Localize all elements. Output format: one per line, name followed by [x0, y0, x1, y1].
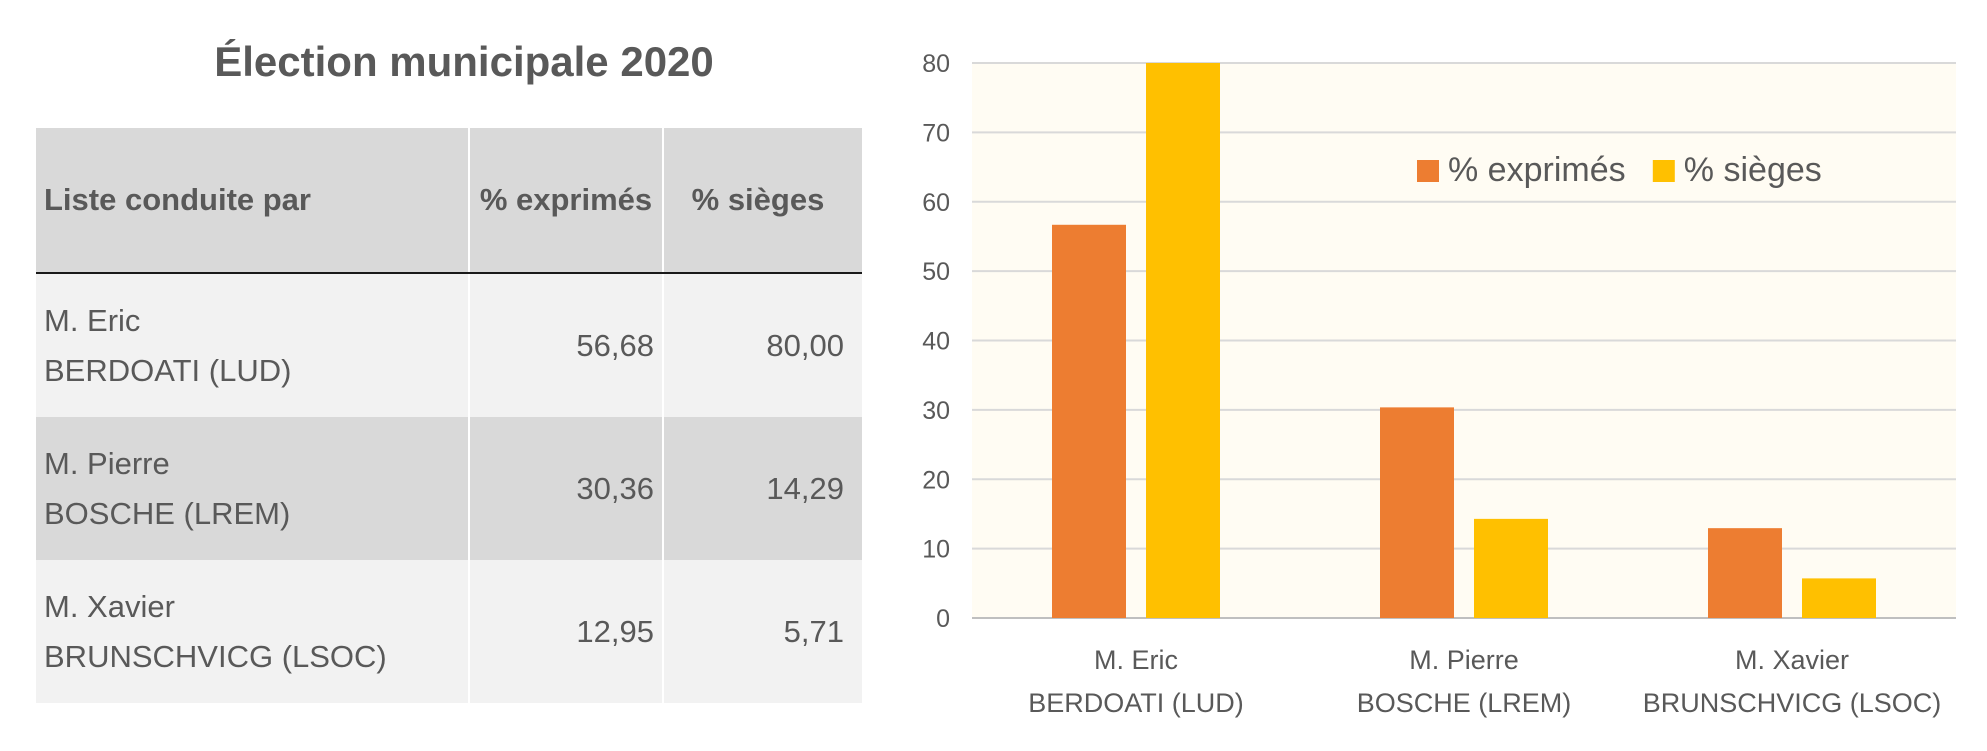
legend-swatch	[1417, 160, 1439, 182]
x-tick-label: M. Xavier	[1735, 645, 1849, 675]
candidate-first-line: M. Pierre	[44, 445, 170, 481]
sieges-cell: 5,71	[662, 560, 862, 703]
bar	[1802, 578, 1876, 618]
x-tick-label: M. Pierre	[1409, 645, 1519, 675]
y-tick-label: 0	[936, 605, 950, 633]
y-tick-label: 40	[922, 328, 950, 356]
y-tick-label: 80	[922, 50, 950, 78]
candidate-first-line: M. Eric	[44, 302, 141, 338]
x-tick-label: BRUNSCHVICG (LSOC)	[1643, 688, 1942, 718]
legend-label: % sièges	[1684, 151, 1822, 189]
bar	[1052, 224, 1126, 618]
candidate-second-line: BRUNSCHVICG (LSOC)	[44, 638, 387, 674]
y-tick-label: 10	[922, 536, 950, 564]
legend-label: % exprimés	[1448, 151, 1626, 189]
y-tick-label: 50	[922, 258, 950, 286]
page-title: Élection municipale 2020	[214, 38, 714, 85]
table-row: M. Eric BERDOATI (LUD) 56,68 80,00	[36, 273, 862, 417]
exprimes-cell: 12,95	[468, 560, 663, 703]
sieges-cell: 14,29	[662, 417, 862, 560]
results-table: Liste conduite par % exprimés % sièges M…	[36, 128, 862, 703]
table-row: M. Pierre BOSCHE (LREM) 30,36 14,29	[36, 417, 862, 560]
bar	[1474, 518, 1548, 618]
y-tick-label: 30	[922, 397, 950, 425]
x-tick-label: BOSCHE (LREM)	[1357, 688, 1572, 718]
header-exprimes: % exprimés	[468, 128, 663, 274]
candidate-cell: M. Eric BERDOATI (LUD)	[36, 273, 469, 417]
bar	[1708, 528, 1782, 618]
sieges-cell: 80,00	[662, 273, 862, 417]
x-tick-label: BERDOATI (LUD)	[1028, 688, 1244, 718]
table-header-row: Liste conduite par % exprimés % sièges	[36, 128, 862, 274]
header-liste: Liste conduite par	[36, 128, 469, 274]
exprimes-cell: 56,68	[468, 273, 663, 417]
candidate-cell: M. Xavier BRUNSCHVICG (LSOC)	[36, 560, 469, 703]
exprimes-cell: 30,36	[468, 417, 663, 560]
bar-chart: 0 10 20 30 40 50 60 70 80 M. Eric BERDOATI (LUD) M.…	[922, 50, 1956, 718]
candidate-first-line: M. Xavier	[44, 588, 175, 624]
bar	[1146, 63, 1220, 618]
y-tick-label: 60	[922, 189, 950, 217]
table-row: M. Xavier BRUNSCHVICG (LSOC) 12,95 5,71	[36, 560, 862, 703]
header-sieges: % sièges	[662, 128, 862, 274]
x-tick-label: M. Eric	[1094, 645, 1178, 675]
candidate-cell: M. Pierre BOSCHE (LREM)	[36, 417, 469, 560]
y-tick-label: 70	[922, 119, 950, 147]
candidate-second-line: BOSCHE (LREM)	[44, 495, 291, 531]
candidate-second-line: BERDOATI (LUD)	[44, 352, 292, 388]
bar	[1380, 407, 1454, 618]
legend-swatch	[1652, 160, 1675, 182]
y-tick-label: 20	[922, 466, 950, 494]
